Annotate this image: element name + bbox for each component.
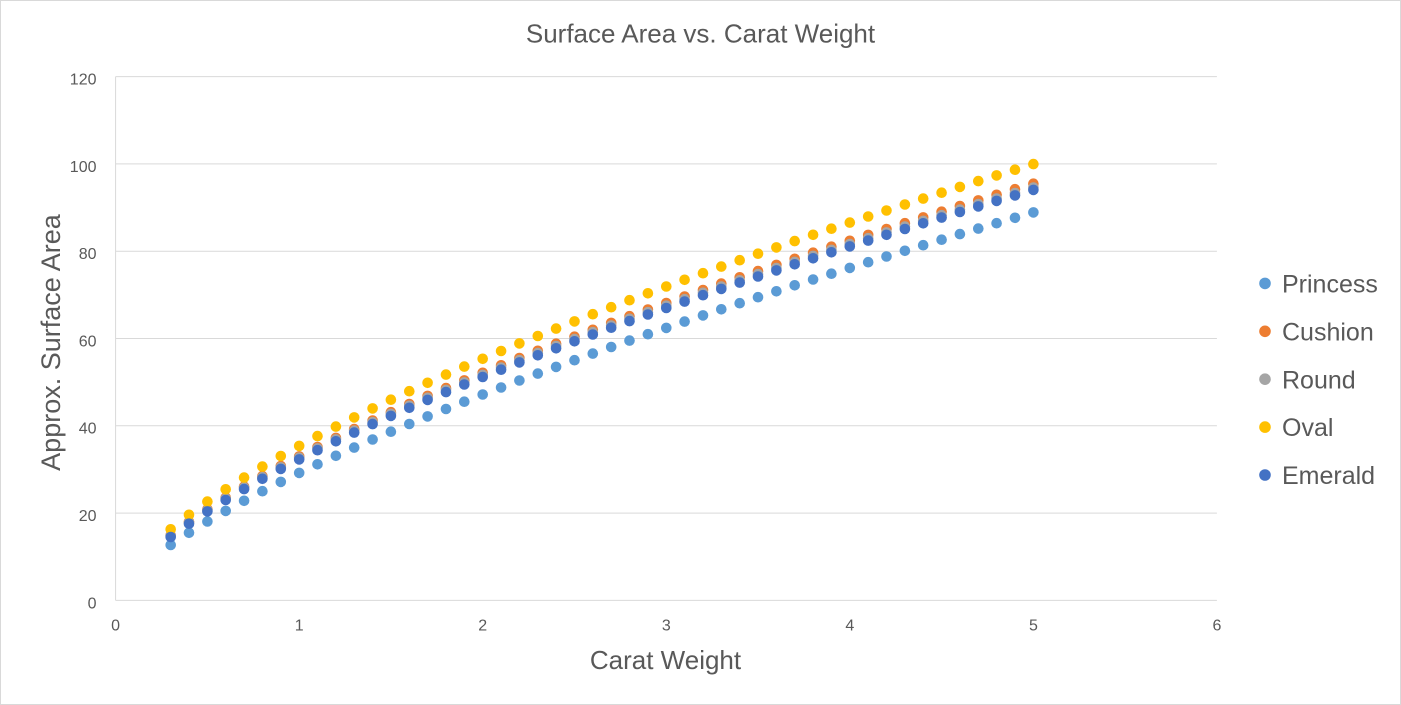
svg-text:60: 60 (79, 333, 97, 350)
svg-text:Carat Weight: Carat Weight (590, 645, 742, 675)
svg-text:80: 80 (79, 246, 97, 263)
svg-text:0: 0 (111, 618, 120, 635)
svg-text:Princess: Princess (1282, 271, 1378, 299)
svg-text:4: 4 (845, 618, 854, 635)
svg-text:Round: Round (1282, 366, 1356, 394)
svg-text:Approx. Surface Area: Approx. Surface Area (36, 213, 66, 471)
svg-text:40: 40 (79, 421, 97, 438)
svg-text:120: 120 (70, 72, 97, 89)
svg-text:20: 20 (79, 508, 97, 525)
svg-text:3: 3 (662, 618, 671, 635)
svg-text:1: 1 (295, 618, 304, 635)
svg-text:Emerald: Emerald (1282, 462, 1375, 490)
svg-text:0: 0 (88, 595, 97, 612)
svg-text:Surface Area vs. Carat Weight: Surface Area vs. Carat Weight (526, 19, 876, 49)
svg-text:6: 6 (1212, 618, 1221, 635)
svg-text:100: 100 (70, 159, 97, 176)
svg-text:2: 2 (478, 618, 487, 635)
svg-text:Oval: Oval (1282, 414, 1333, 442)
svg-text:Cushion: Cushion (1282, 318, 1374, 346)
svg-text:5: 5 (1029, 618, 1038, 635)
